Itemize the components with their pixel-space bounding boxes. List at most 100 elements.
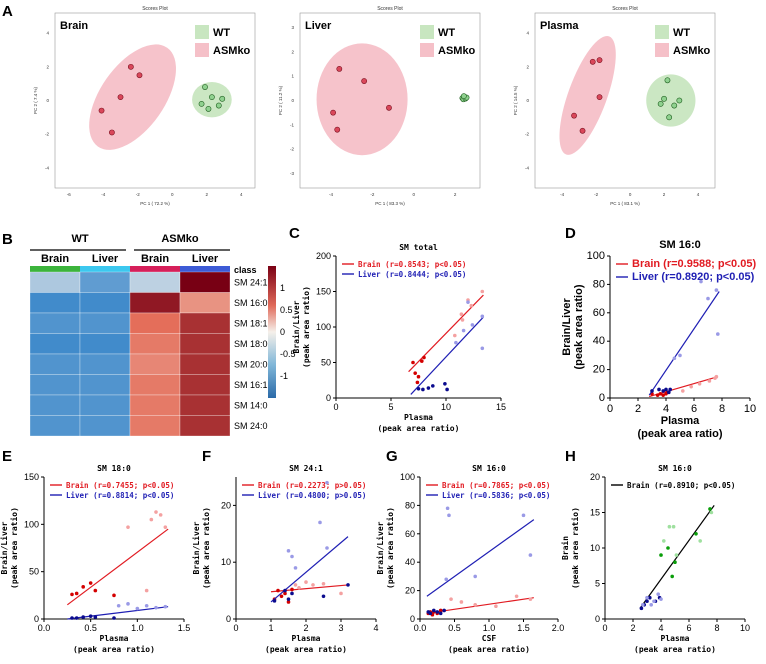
data-point [163,604,168,609]
heatmap-cell [179,312,231,334]
data-point [93,615,98,619]
y-tick-label: 100 [400,472,415,482]
x-tick-label: 0 [233,623,238,633]
data-point [428,611,433,616]
heatmap-cell [79,353,131,375]
data-point [126,602,130,606]
regression-line [270,584,349,593]
data-point [707,379,712,383]
data-point [112,616,116,620]
data-point [641,603,645,607]
y-tick-label: 200 [316,251,331,261]
data-point [689,384,693,389]
class-label: class [234,265,257,275]
legend-swatch-wt [420,25,434,39]
y-tick-label: 0 [595,614,600,624]
data-point [678,353,682,358]
x-axis-sublabel: (peak area ratio) [638,428,723,440]
legend-swatch-asmko [420,43,434,57]
pca-title: Scores Plot [377,6,403,12]
y-axis-sublabel: (peak area ratio) [301,286,311,368]
y-tick-label: 0 [226,614,231,624]
heatmap-cell [79,415,131,437]
x-tick-label: 5 [388,402,393,412]
heatmap-cell [179,415,231,437]
y-tick-label: -3 [290,171,294,176]
asmko-point [361,78,368,84]
color-scale-tick: 1 [280,283,285,293]
data-point [415,380,420,385]
data-point [473,574,478,579]
data-point [88,581,93,585]
color-scale-tick: -1 [280,371,288,381]
x-tick-label: 15 [496,402,506,412]
data-point [93,588,98,593]
asmko-point [589,58,596,65]
heatmap-panel: WT ASMko Brain Liver Brain Liver class SM 24:1 S… [29,233,296,437]
data-point [698,539,702,543]
data-point [135,606,140,611]
row-label: SM 18:0 [234,339,268,349]
legend-label: Liver (r=0.8444; p<0.05) [358,270,466,279]
heatmap-cell [79,333,131,355]
tissue-label: Brain [60,20,88,32]
color-scale-tick: -0.5 [280,349,296,359]
y-tick-label: 2 [46,64,49,69]
panel-label-a: A [2,3,13,20]
chart-title: SM 16:0 [659,239,701,251]
wt-ellipse [646,74,696,127]
y-axis-sublabel: (peak area ratio) [9,507,19,589]
y-axis-label: Brain/Liver [291,300,301,353]
heatmap-cell [129,394,181,416]
data-point [645,599,649,604]
x-tick-label: -2 [136,192,140,197]
chart-title: SM total [399,243,438,252]
heatmap-cell [29,292,81,314]
data-point [325,480,329,485]
x-tick-label: 4 [697,192,700,197]
asmko-point [136,72,143,79]
heatmap-cell [179,292,231,314]
data-point [681,389,685,393]
legend-label: Brain (r=0.8910; p<0.05) [627,481,735,490]
legend-label-asmko: ASMko [213,45,251,57]
group-label-asmko: ASMko [161,233,199,245]
data-point [667,390,671,395]
data-point [528,597,533,601]
y-tick-label: 3 [291,25,294,30]
heatmap-cell [29,394,81,416]
data-point [416,374,421,379]
x-axis-label: PC 1 ( 72.2 %) [140,201,170,206]
y-tick-label: -4 [45,165,49,170]
data-point [659,553,663,557]
data-point [528,553,533,557]
wt-point [664,77,671,84]
heatmap-cell [129,353,181,375]
x-tick-label: -2 [594,192,598,197]
data-point [74,591,79,596]
heatmap-cell [129,312,181,334]
x-axis-sublabel: (peak area ratio) [73,644,155,654]
column-label: Liver [192,253,219,265]
asmko-ellipse [89,44,176,150]
data-point [311,583,315,587]
asmko-point [386,104,392,111]
y-tick-label: 10 [590,543,600,553]
x-tick-label: -4 [560,192,564,197]
class-color-bar [130,266,180,272]
x-tick-label: 6 [691,403,697,415]
x-tick-label: 10 [441,402,451,412]
data-point [661,389,665,393]
data-point [514,594,519,599]
x-tick-label: 2.0 [552,623,565,633]
y-tick-label: 15 [590,508,600,518]
x-tick-label: 0 [413,192,416,197]
data-point [422,355,426,360]
heatmap-cell [29,312,81,334]
color-scale-tick: 0 [280,327,285,337]
data-point [126,525,130,529]
data-point [655,393,660,397]
